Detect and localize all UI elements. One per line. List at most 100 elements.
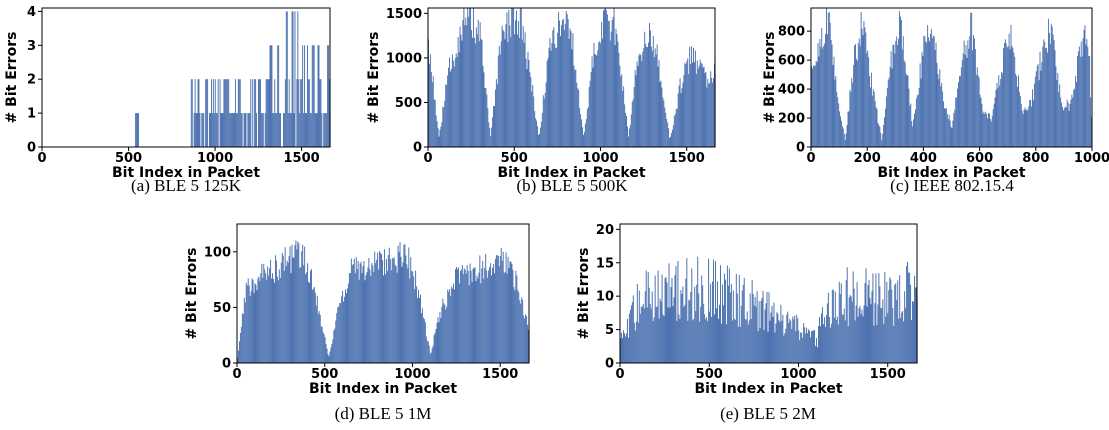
bar <box>573 65 575 147</box>
bar <box>881 140 883 147</box>
bar <box>1052 34 1054 147</box>
bar <box>884 117 885 147</box>
bar <box>278 269 280 363</box>
bar <box>433 335 435 363</box>
bar <box>862 316 864 363</box>
bar <box>821 307 823 363</box>
bar <box>1013 52 1015 148</box>
bar <box>355 256 357 363</box>
bar <box>705 71 707 147</box>
bar <box>584 123 586 147</box>
bar <box>447 289 449 363</box>
plot-frame <box>619 223 918 364</box>
bar <box>322 332 324 363</box>
bar <box>879 126 881 147</box>
bar <box>641 306 643 363</box>
bar <box>905 73 907 147</box>
bar <box>339 303 341 363</box>
bar <box>861 309 863 363</box>
bar <box>825 8 827 147</box>
bar <box>509 25 511 148</box>
bar <box>878 273 880 363</box>
bar <box>996 82 998 147</box>
bar <box>818 326 819 363</box>
bar <box>505 252 507 363</box>
bar <box>292 11 294 148</box>
bar <box>734 319 736 363</box>
bar <box>1063 108 1065 147</box>
bar <box>323 113 325 147</box>
bar <box>418 289 420 363</box>
bar <box>990 121 992 147</box>
bar <box>1025 110 1027 147</box>
bar <box>563 29 565 147</box>
bar <box>463 268 465 363</box>
bar <box>611 20 613 147</box>
bar <box>300 267 302 363</box>
bar <box>637 322 639 363</box>
bar <box>430 71 432 147</box>
bar <box>412 271 414 363</box>
bar <box>792 316 794 363</box>
bar <box>243 113 245 147</box>
bar <box>657 270 659 363</box>
bar <box>273 278 274 363</box>
bar <box>495 255 497 363</box>
bar <box>365 275 367 363</box>
bar <box>622 90 624 147</box>
bar <box>513 287 515 363</box>
bar <box>535 118 537 147</box>
bar <box>903 60 905 147</box>
plot-frame <box>41 7 331 148</box>
bar <box>703 303 705 363</box>
bar <box>556 47 558 147</box>
bar <box>426 340 428 363</box>
bar <box>443 107 445 147</box>
bar <box>432 76 434 147</box>
bar <box>626 115 627 147</box>
bar <box>1086 39 1088 147</box>
bar <box>313 45 315 147</box>
bar <box>644 291 646 363</box>
bar <box>653 57 655 147</box>
bar <box>458 52 460 148</box>
x-axis-label: Bit Index in Packet <box>877 165 1025 181</box>
bar <box>498 266 500 363</box>
bar <box>550 50 552 147</box>
bar <box>868 280 870 363</box>
bar <box>942 91 944 147</box>
bar <box>472 268 474 363</box>
bar <box>651 50 653 147</box>
bar <box>910 103 912 147</box>
bar <box>565 11 567 147</box>
bar <box>324 113 326 147</box>
bar <box>559 20 561 148</box>
bar <box>297 241 299 363</box>
bar <box>1080 41 1082 147</box>
bar <box>1010 24 1012 147</box>
bar <box>927 25 929 148</box>
bar <box>769 320 771 363</box>
bar <box>717 281 719 363</box>
bar <box>672 306 674 363</box>
bar <box>541 112 543 147</box>
bar <box>1045 48 1047 147</box>
bar <box>625 112 627 147</box>
bar <box>529 72 531 147</box>
bar <box>514 34 516 147</box>
bar <box>863 21 865 147</box>
bar <box>688 299 690 363</box>
bar <box>861 28 863 147</box>
bar <box>420 313 422 363</box>
bar <box>894 53 896 148</box>
bar <box>875 273 877 363</box>
bar <box>441 306 443 363</box>
bar <box>877 304 879 363</box>
bar <box>615 28 617 147</box>
bar <box>1044 42 1046 147</box>
bar <box>1055 66 1057 147</box>
bar <box>285 266 287 363</box>
bar <box>842 128 844 147</box>
bar <box>1043 39 1045 147</box>
bar <box>279 113 281 147</box>
